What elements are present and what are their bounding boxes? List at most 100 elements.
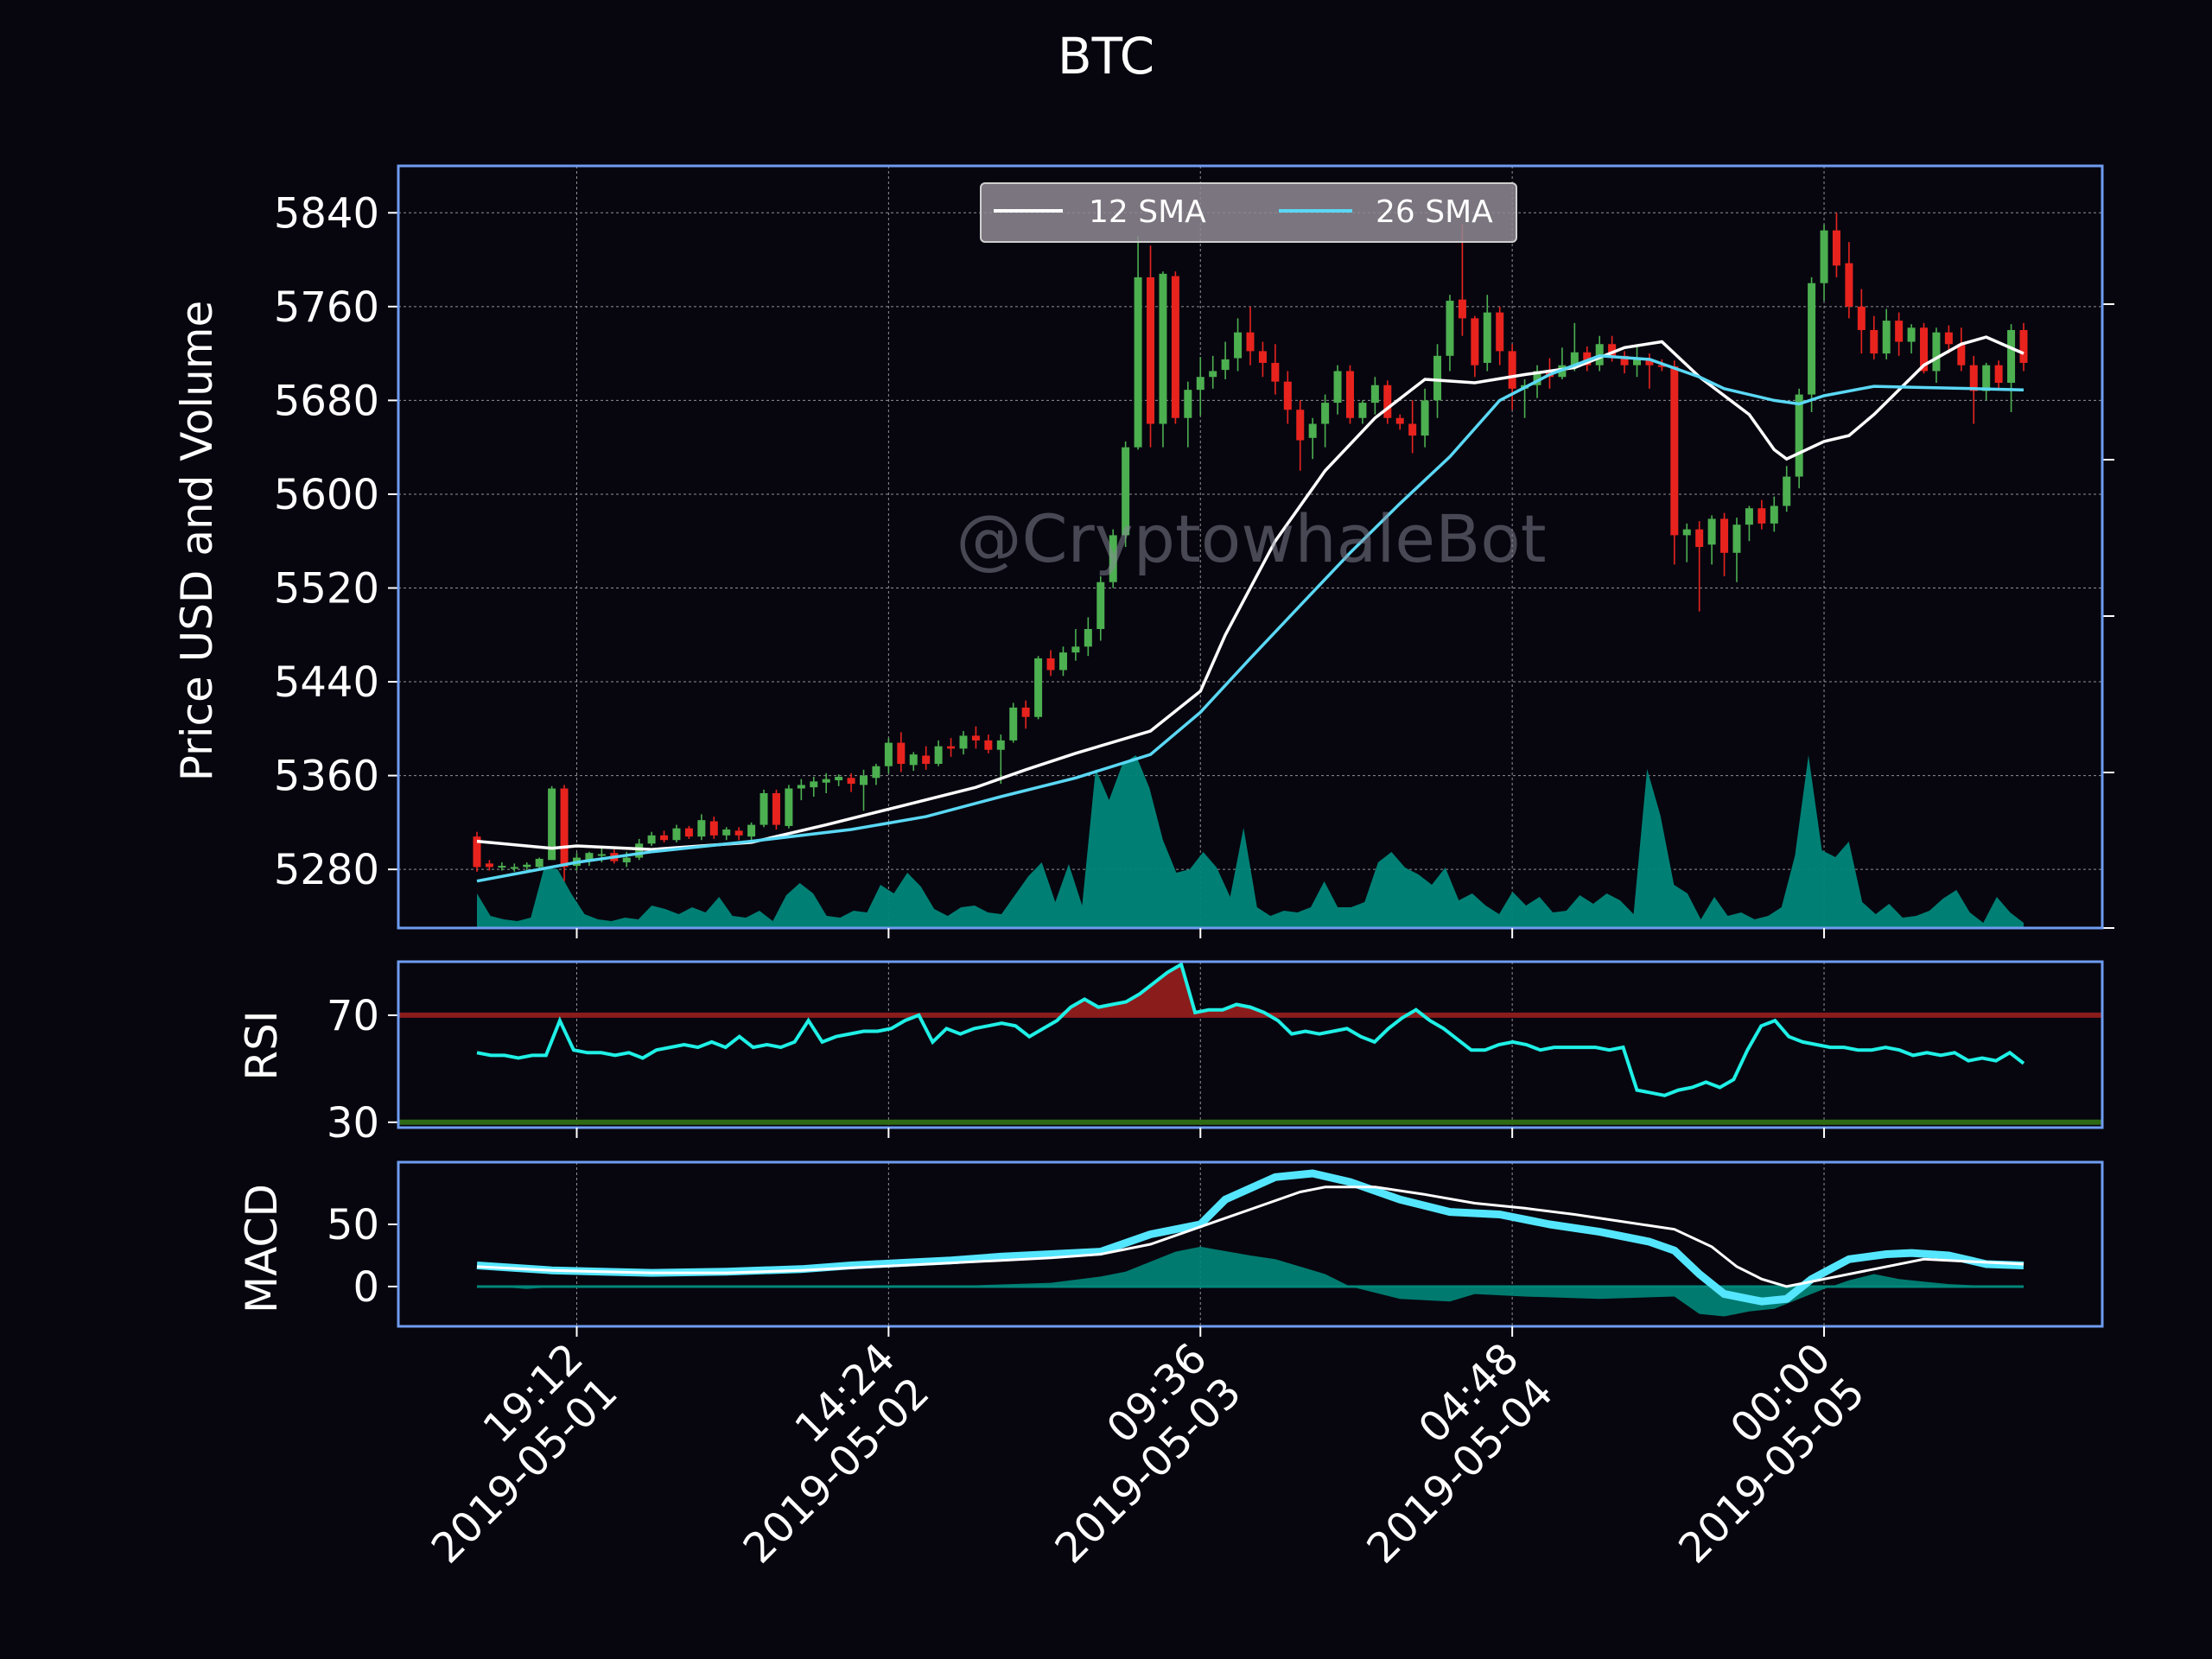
candle-body-65	[1283, 381, 1292, 410]
candle-body-100	[1720, 518, 1729, 553]
candle-body-97	[1682, 529, 1691, 536]
candle-body-121	[1982, 365, 1991, 391]
candle-body-12	[622, 857, 631, 863]
candle-body-70	[1345, 371, 1354, 418]
candle-body-124	[2019, 329, 2028, 363]
macd-y-axis-label: MACD	[237, 1184, 287, 1313]
macd-y-tick-label-1: 50	[327, 1201, 379, 1249]
volume-area-fill	[477, 755, 2024, 928]
candle-body-25	[785, 788, 793, 826]
candle-body-91	[1608, 344, 1617, 356]
chart-title: BTC	[1058, 27, 1154, 86]
candle-body-33	[884, 742, 893, 766]
candle-body-39	[959, 735, 968, 749]
rsi-line	[476, 962, 2025, 1097]
candle-body-21	[734, 830, 743, 836]
candle-body-41	[984, 740, 993, 750]
candle-body-59	[1209, 371, 1217, 378]
price-y-tick-label-1: 5360	[274, 753, 379, 801]
candle-body-13	[635, 843, 644, 858]
legend-label-12-sma: 12 SMA	[1089, 194, 1206, 230]
sma-12-line	[476, 335, 2024, 851]
macd-histogram-fill	[477, 1246, 2024, 1317]
signal-line	[476, 1185, 2024, 1288]
candle-body-18	[697, 820, 706, 837]
candle-body-113	[1882, 321, 1891, 354]
rsi-lines	[398, 962, 2102, 1125]
candle-body-92	[1620, 355, 1629, 365]
candle-body-96	[1670, 366, 1679, 536]
legend: 12 SMA 26 SMA	[980, 182, 1517, 243]
candle-body-119	[1957, 344, 1966, 365]
candle-body-53	[1134, 276, 1142, 448]
candle-body-17	[684, 828, 693, 837]
candle-body-118	[1944, 332, 1953, 345]
candle-body-116	[1920, 327, 1929, 372]
candle-body-123	[2007, 329, 2016, 384]
candle-body-76	[1421, 400, 1429, 436]
candle-body-72	[1370, 385, 1379, 404]
candle-body-88	[1570, 352, 1579, 365]
candle-body-62	[1246, 332, 1255, 352]
candle-body-1	[485, 863, 493, 868]
rsi-y-tick-label-0: 30	[327, 1099, 379, 1147]
candle-body-50	[1096, 582, 1105, 629]
candle-body-34	[897, 742, 906, 765]
price-y-axis-label: Price USD and Volume	[172, 301, 222, 782]
candle-body-66	[1296, 410, 1305, 441]
candle-body-80	[1471, 318, 1479, 365]
candle-body-104	[1770, 505, 1778, 524]
price-y-tick-label-0: 5280	[274, 846, 379, 894]
candle-body-22	[747, 824, 756, 837]
candle-body-110	[1845, 263, 1853, 307]
candle-body-108	[1820, 230, 1828, 283]
candle-body-49	[1084, 628, 1092, 647]
price-y-ticks: 5280 5360 5440 5520 5600 5680 5760 5840	[274, 189, 398, 894]
candle-body-95	[1657, 365, 1666, 367]
candle-body-6	[548, 788, 556, 861]
watermark: @CryptowhaleBot	[956, 500, 1546, 577]
candle-body-30	[847, 778, 855, 785]
macd-y-ticks: 050	[327, 1201, 398, 1312]
candle-body-94	[1645, 359, 1654, 365]
candle-body-117	[1932, 332, 1941, 372]
candle-body-27	[810, 781, 818, 788]
candle-body-26	[797, 785, 805, 789]
candle-body-28	[822, 779, 830, 783]
candle-body-122	[1994, 365, 2003, 384]
candle-body-98	[1695, 529, 1704, 547]
candle-body-60	[1221, 359, 1230, 371]
macd-histogram	[477, 1246, 2024, 1317]
candle-body-38	[947, 746, 956, 749]
candle-body-5	[535, 858, 543, 868]
candle-body-46	[1046, 658, 1055, 671]
candle-body-89	[1583, 352, 1592, 365]
rsi-y-tick-label-1: 70	[327, 992, 379, 1040]
candle-body-112	[1870, 329, 1878, 354]
candle-body-7	[560, 788, 569, 868]
candle-body-78	[1446, 301, 1454, 356]
candle-body-55	[1159, 273, 1167, 424]
candle-body-44	[1021, 707, 1030, 717]
legend-label-26-sma: 26 SMA	[1376, 194, 1493, 230]
candle-body-56	[1171, 276, 1179, 418]
candle-body-4	[523, 864, 531, 868]
price-y-tick-label-5: 5680	[274, 377, 379, 425]
candle-body-9	[585, 853, 594, 861]
rsi-overbought-fill	[1057, 964, 1430, 1015]
rsi-y-axis-label: RSI	[237, 1010, 287, 1080]
candle-body-93	[1633, 359, 1641, 365]
candle-body-107	[1808, 283, 1816, 395]
macd-panel-frame	[397, 1160, 2104, 1328]
candle-body-24	[772, 792, 780, 825]
candle-body-61	[1234, 332, 1243, 359]
macd-panel: 050 MACD	[237, 1160, 2104, 1328]
volume-area	[477, 755, 2024, 928]
candle-body-69	[1333, 371, 1342, 404]
candle-body-105	[1783, 476, 1791, 506]
candle-body-85	[1533, 371, 1541, 385]
candle-body-82	[1496, 312, 1504, 352]
candle-body-77	[1433, 355, 1442, 401]
candle-body-51	[1109, 535, 1117, 582]
rsi-panel: 30 70 RSI	[237, 960, 2104, 1147]
